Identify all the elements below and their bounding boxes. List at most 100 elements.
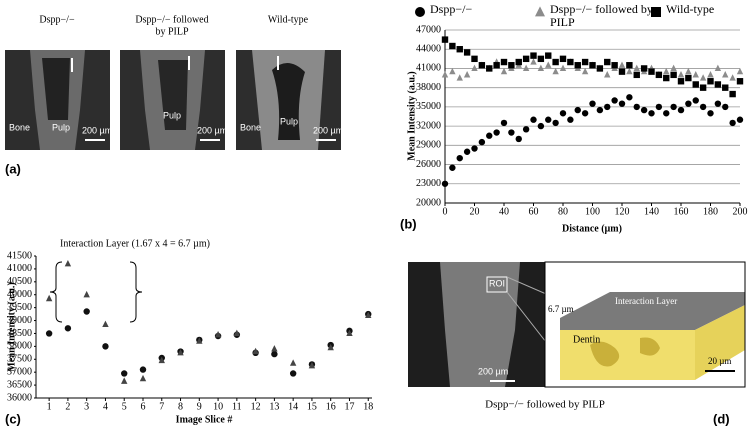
legend-marker xyxy=(415,7,425,17)
point xyxy=(515,58,522,66)
point xyxy=(537,64,545,72)
point xyxy=(522,126,530,133)
y-tick-label: 39000 xyxy=(7,315,32,326)
x-tick-label: 8 xyxy=(178,401,183,412)
point xyxy=(308,361,316,369)
point xyxy=(640,65,648,72)
point xyxy=(729,90,736,98)
point xyxy=(289,370,297,377)
point xyxy=(508,62,515,69)
point xyxy=(271,350,278,358)
annotation: Interaction Layer (1.67 x 4 = 6.7 µm) xyxy=(60,238,210,249)
point xyxy=(618,100,626,107)
y-tick-label: 26000 xyxy=(416,159,441,170)
point xyxy=(596,106,604,114)
point xyxy=(714,100,722,107)
point xyxy=(699,74,707,81)
y-tick-label: 38500 xyxy=(7,328,32,339)
image-title: Wild-type xyxy=(268,14,309,25)
point xyxy=(611,97,618,104)
y-tick-label: 41500 xyxy=(7,250,32,261)
x-tick-label: 1 xyxy=(47,401,52,412)
panel-label: (b) xyxy=(400,216,417,231)
point xyxy=(552,58,559,66)
x-tick-label: 100 xyxy=(585,206,600,217)
point xyxy=(611,62,618,69)
y-tick-label: 20000 xyxy=(416,197,441,208)
roi-box xyxy=(486,276,508,293)
x-tick-label: 12 xyxy=(251,401,261,412)
interaction-layer xyxy=(560,292,745,330)
point xyxy=(626,94,633,101)
point xyxy=(714,81,722,88)
point xyxy=(670,103,677,111)
x-tick-label: 4 xyxy=(103,401,108,412)
point xyxy=(677,71,685,78)
point xyxy=(692,71,699,78)
x-tick-label: 20 xyxy=(470,206,480,217)
x-tick-label: 0 xyxy=(443,206,448,217)
point xyxy=(463,49,471,56)
point xyxy=(508,129,515,136)
point xyxy=(522,64,530,72)
x-axis-title: Image Slice # xyxy=(176,414,233,425)
brace xyxy=(49,261,143,323)
legend-label: Dspp−/− followed by PILP xyxy=(550,3,653,29)
point xyxy=(449,164,456,171)
point xyxy=(500,58,508,66)
roi-label: ROI xyxy=(489,278,505,288)
pulp-label: Pulp xyxy=(52,122,70,132)
y-tick-label: 37500 xyxy=(7,354,32,365)
point xyxy=(196,337,203,344)
point xyxy=(552,119,559,127)
x-tick-label: 17 xyxy=(344,401,354,412)
y-tick-label: 36500 xyxy=(7,379,32,390)
point xyxy=(177,349,184,356)
ct-pulp xyxy=(272,62,305,140)
point xyxy=(45,330,53,337)
x-tick-label: 160 xyxy=(674,206,689,217)
legend-entry: Wild-type xyxy=(666,3,715,16)
point xyxy=(707,110,714,117)
y-tick-label: 35000 xyxy=(416,101,441,112)
y-tick-label: 38000 xyxy=(416,82,441,93)
point xyxy=(486,132,493,139)
point xyxy=(158,356,165,364)
point xyxy=(271,345,278,352)
y-tick-label: 41000 xyxy=(7,263,32,274)
point xyxy=(722,103,729,111)
x-tick-label: 80 xyxy=(558,206,568,217)
point xyxy=(83,308,90,315)
point xyxy=(121,370,128,377)
y-tick-label: 36000 xyxy=(7,392,32,403)
bone-label: Bone xyxy=(9,122,30,132)
point xyxy=(736,116,744,123)
point xyxy=(471,64,478,72)
point xyxy=(729,119,736,127)
point xyxy=(685,74,692,82)
point xyxy=(441,71,449,78)
image-title: Dspp−/− followed xyxy=(135,14,208,25)
x-tick-label: 140 xyxy=(644,206,659,217)
x-tick-label: 200 xyxy=(733,206,748,217)
point xyxy=(449,67,456,75)
point xyxy=(471,55,478,63)
panel-label: (a) xyxy=(5,161,21,176)
point xyxy=(500,67,508,75)
y-tick-label: 23000 xyxy=(416,178,441,189)
x-tick-label: 7 xyxy=(159,401,164,412)
point xyxy=(707,71,714,78)
point xyxy=(589,100,596,107)
point xyxy=(626,62,633,69)
point xyxy=(567,58,574,66)
y-axis-title: Mean Intensity (a.u.) xyxy=(406,71,417,160)
legend-label: Wild-type xyxy=(666,3,715,16)
point xyxy=(722,71,729,78)
legend-entry: Dspp−/− xyxy=(430,3,472,16)
point xyxy=(729,74,736,81)
point xyxy=(618,68,626,75)
point xyxy=(530,58,537,65)
thickness-label: 6.7 µm xyxy=(548,304,574,314)
point xyxy=(365,311,372,318)
